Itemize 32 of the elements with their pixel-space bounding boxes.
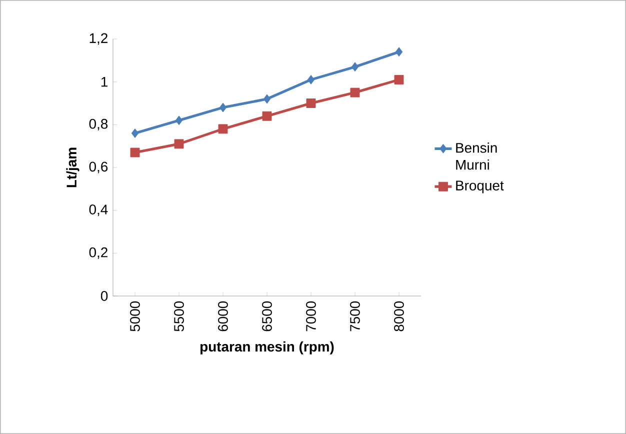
point bbox=[131, 128, 139, 138]
x-tick-label: 7500 bbox=[350, 301, 360, 332]
x-axis-title: putaran mesin (rpm) bbox=[200, 341, 334, 354]
y-axis-title: Lt/jam bbox=[66, 148, 80, 188]
legend-label: Broquet bbox=[456, 180, 504, 194]
y-tick-label: 0 bbox=[100, 291, 108, 301]
point bbox=[395, 47, 403, 57]
y-tick-label: 0,6 bbox=[89, 162, 108, 174]
point bbox=[130, 148, 140, 158]
x-tick-label: 5500 bbox=[174, 301, 184, 332]
point bbox=[219, 102, 227, 112]
y-tick-label: 0,8 bbox=[89, 118, 108, 130]
x-tick-label: 7000 bbox=[306, 301, 316, 332]
point bbox=[174, 139, 184, 149]
x-tick-label: 8000 bbox=[394, 301, 404, 332]
point bbox=[306, 98, 316, 108]
point bbox=[175, 116, 183, 126]
legend-label: Bensin Murni bbox=[456, 142, 497, 170]
y-tick-label: 0,2 bbox=[89, 247, 108, 259]
x-tick-label: 6000 bbox=[218, 301, 228, 332]
point bbox=[307, 74, 315, 84]
point bbox=[351, 62, 359, 72]
x-tick-label: 6500 bbox=[262, 301, 272, 332]
point bbox=[262, 111, 272, 121]
y-tick-label: 1,2 bbox=[90, 33, 108, 45]
point bbox=[350, 88, 360, 98]
y-tick-label: 0,4 bbox=[89, 204, 108, 216]
x-tick-label: 5000 bbox=[130, 301, 140, 332]
point bbox=[394, 74, 404, 84]
point bbox=[218, 124, 228, 134]
y-tick-label: 1 bbox=[101, 77, 108, 87]
point bbox=[263, 94, 271, 104]
